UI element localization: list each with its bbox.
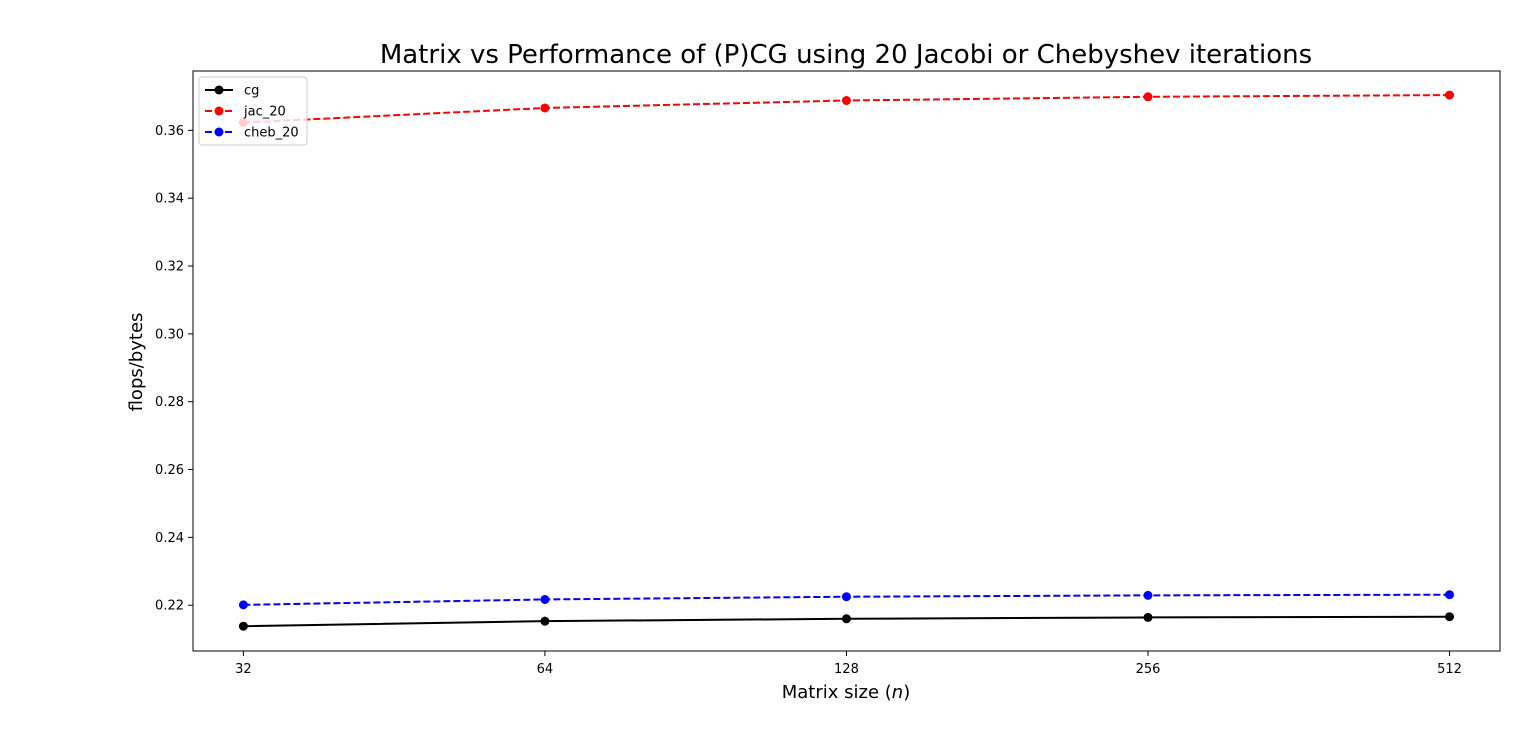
series-cg (238, 612, 1455, 631)
x-tick-label: 512 (1437, 662, 1462, 677)
legend: cg jac_20 cheb_20 (198, 76, 308, 146)
legend-marker (214, 85, 224, 95)
x-axis-label: Matrix size (n) (782, 682, 911, 703)
data-point (841, 96, 851, 106)
legend-item-cheb_20: cheb_20 (205, 126, 299, 141)
data-point (1445, 612, 1455, 622)
series-jac_20 (238, 90, 1455, 128)
chart-title: Matrix vs Performance of (P)CG using 20 … (380, 40, 1312, 70)
y-tick-label: 0.28 (155, 395, 184, 410)
y-tick-label: 0.30 (155, 327, 184, 342)
y-tick-label: 0.36 (155, 124, 184, 139)
data-point (841, 592, 851, 602)
x-axis-label-end: ) (903, 682, 910, 703)
legend-marker (214, 106, 224, 116)
legend-box (198, 76, 308, 146)
legend-item-jac_20: jac_20 (205, 105, 286, 120)
plot-frame (192, 70, 1501, 652)
data-point (540, 103, 550, 113)
legend-label: jac_20 (243, 105, 286, 120)
y-tick-label: 0.34 (155, 192, 184, 207)
y-tick-label: 0.22 (155, 599, 184, 614)
data-point (238, 621, 248, 631)
y-axis: 0.22 0.24 0.26 0.28 0.30 0.32 0.34 0.36 (155, 124, 193, 614)
series-cheb_20 (238, 590, 1455, 610)
data-point (238, 600, 248, 610)
data-point (540, 594, 550, 604)
legend-label: cheb_20 (244, 126, 299, 141)
legend-marker (214, 127, 224, 137)
data-point (1143, 612, 1153, 622)
data-point (1143, 92, 1153, 102)
data-point (1445, 90, 1455, 100)
legend-item-cg: cg (205, 84, 259, 99)
x-axis: 32 64 128 256 512 (235, 651, 1462, 677)
x-tick-label: 128 (834, 662, 859, 677)
y-axis-label: flops/bytes (126, 313, 147, 412)
x-axis-label-variable: n (892, 682, 903, 703)
x-tick-label: 32 (235, 662, 252, 677)
data-point (1445, 590, 1455, 600)
legend-label: cg (244, 84, 259, 99)
x-axis-label-text: Matrix size ( (782, 682, 892, 703)
y-tick-label: 0.24 (155, 531, 184, 546)
data-point (841, 614, 851, 624)
x-tick-label: 256 (1136, 662, 1161, 677)
data-point (540, 616, 550, 626)
x-tick-label: 64 (537, 662, 554, 677)
y-tick-label: 0.32 (155, 260, 184, 275)
y-tick-label: 0.26 (155, 463, 184, 478)
data-point (1143, 590, 1153, 600)
plot-area (238, 90, 1455, 631)
